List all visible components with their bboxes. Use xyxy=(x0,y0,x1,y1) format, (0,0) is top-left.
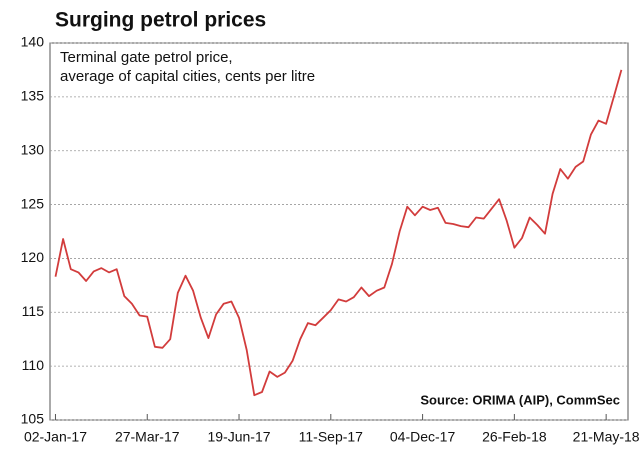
y-tick-label: 115 xyxy=(22,303,45,319)
y-tick-label: 130 xyxy=(21,141,45,157)
subtitle: Terminal gate petrol price, xyxy=(60,49,233,66)
subtitle: average of capital cities, cents per lit… xyxy=(60,68,315,85)
price-line xyxy=(54,69,623,397)
x-tick-label: 11-Sep-17 xyxy=(299,429,364,445)
x-tick-label: 26-Feb-18 xyxy=(482,429,547,445)
y-tick-label: 105 xyxy=(21,411,45,427)
chart-title: Surging petrol prices xyxy=(55,9,266,32)
y-tick-label: 125 xyxy=(21,195,45,211)
x-tick-label: 21-May-18 xyxy=(573,429,640,445)
plot-area xyxy=(49,42,629,421)
x-tick-label: 02-Jan-17 xyxy=(24,429,87,445)
y-tick-label: 120 xyxy=(21,249,45,265)
y-tick-label: 135 xyxy=(21,88,45,104)
source: Source: ORIMA (AIP), CommSec xyxy=(420,392,620,407)
x-tick-label: 27-Mar-17 xyxy=(115,429,180,445)
x-tick-label: 04-Dec-17 xyxy=(390,429,456,445)
y-tick-label: 110 xyxy=(22,357,45,373)
y-tick-label: 140 xyxy=(21,34,45,50)
x-tick-label: 19-Jun-17 xyxy=(208,429,271,445)
